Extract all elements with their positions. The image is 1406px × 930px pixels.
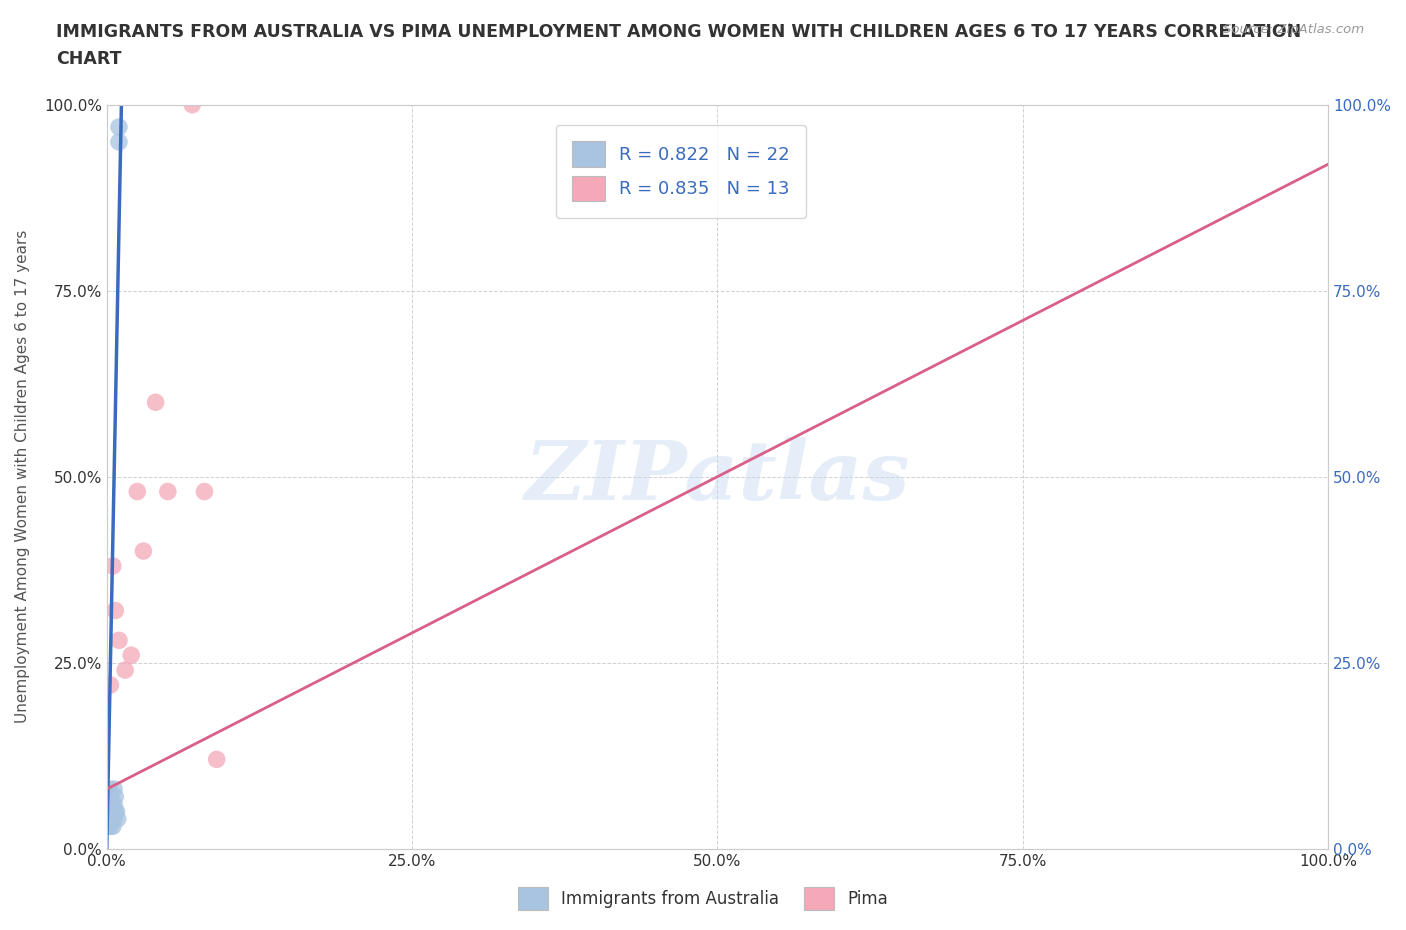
Text: ZIPatlas: ZIPatlas [524,437,910,517]
Point [98,782,121,797]
Point [103,782,125,797]
Point [103,812,125,827]
Point [145,395,167,410]
Text: Source: ZipAtlas.com: Source: ZipAtlas.com [1223,23,1364,36]
Point [156,485,179,499]
Point [108,633,131,648]
Point [193,485,215,499]
Text: IMMIGRANTS FROM AUSTRALIA VS PIMA UNEMPLOYMENT AMONG WOMEN WITH CHILDREN AGES 6 : IMMIGRANTS FROM AUSTRALIA VS PIMA UNEMPL… [56,23,1302,68]
Point [103,797,125,812]
Point [101,559,124,574]
Point [100,797,122,812]
Point [104,790,127,804]
Point [108,135,131,150]
Point [120,648,142,663]
Point [100,812,122,827]
Point [107,812,129,827]
Point [100,790,122,804]
Point [105,804,128,819]
Point [205,752,228,767]
Legend: R = 0.822   N = 22, R = 0.835   N = 13: R = 0.822 N = 22, R = 0.835 N = 13 [555,125,806,218]
Point [100,804,122,819]
Point [97,819,120,834]
Point [97,804,120,819]
Point [132,544,155,559]
Y-axis label: Unemployment Among Women with Children Ages 6 to 17 years: Unemployment Among Women with Children A… [15,230,30,724]
Point [100,678,122,693]
Point [100,819,122,834]
Legend: Immigrants from Australia, Pima: Immigrants from Australia, Pima [512,880,894,917]
Point [98,797,121,812]
Point [108,120,131,135]
Point [127,485,149,499]
Point [114,663,136,678]
Point [104,604,127,618]
Point [97,790,120,804]
Point [98,812,121,827]
Point [101,819,124,834]
Point [181,98,204,113]
Point [101,804,124,819]
Point [104,804,127,819]
